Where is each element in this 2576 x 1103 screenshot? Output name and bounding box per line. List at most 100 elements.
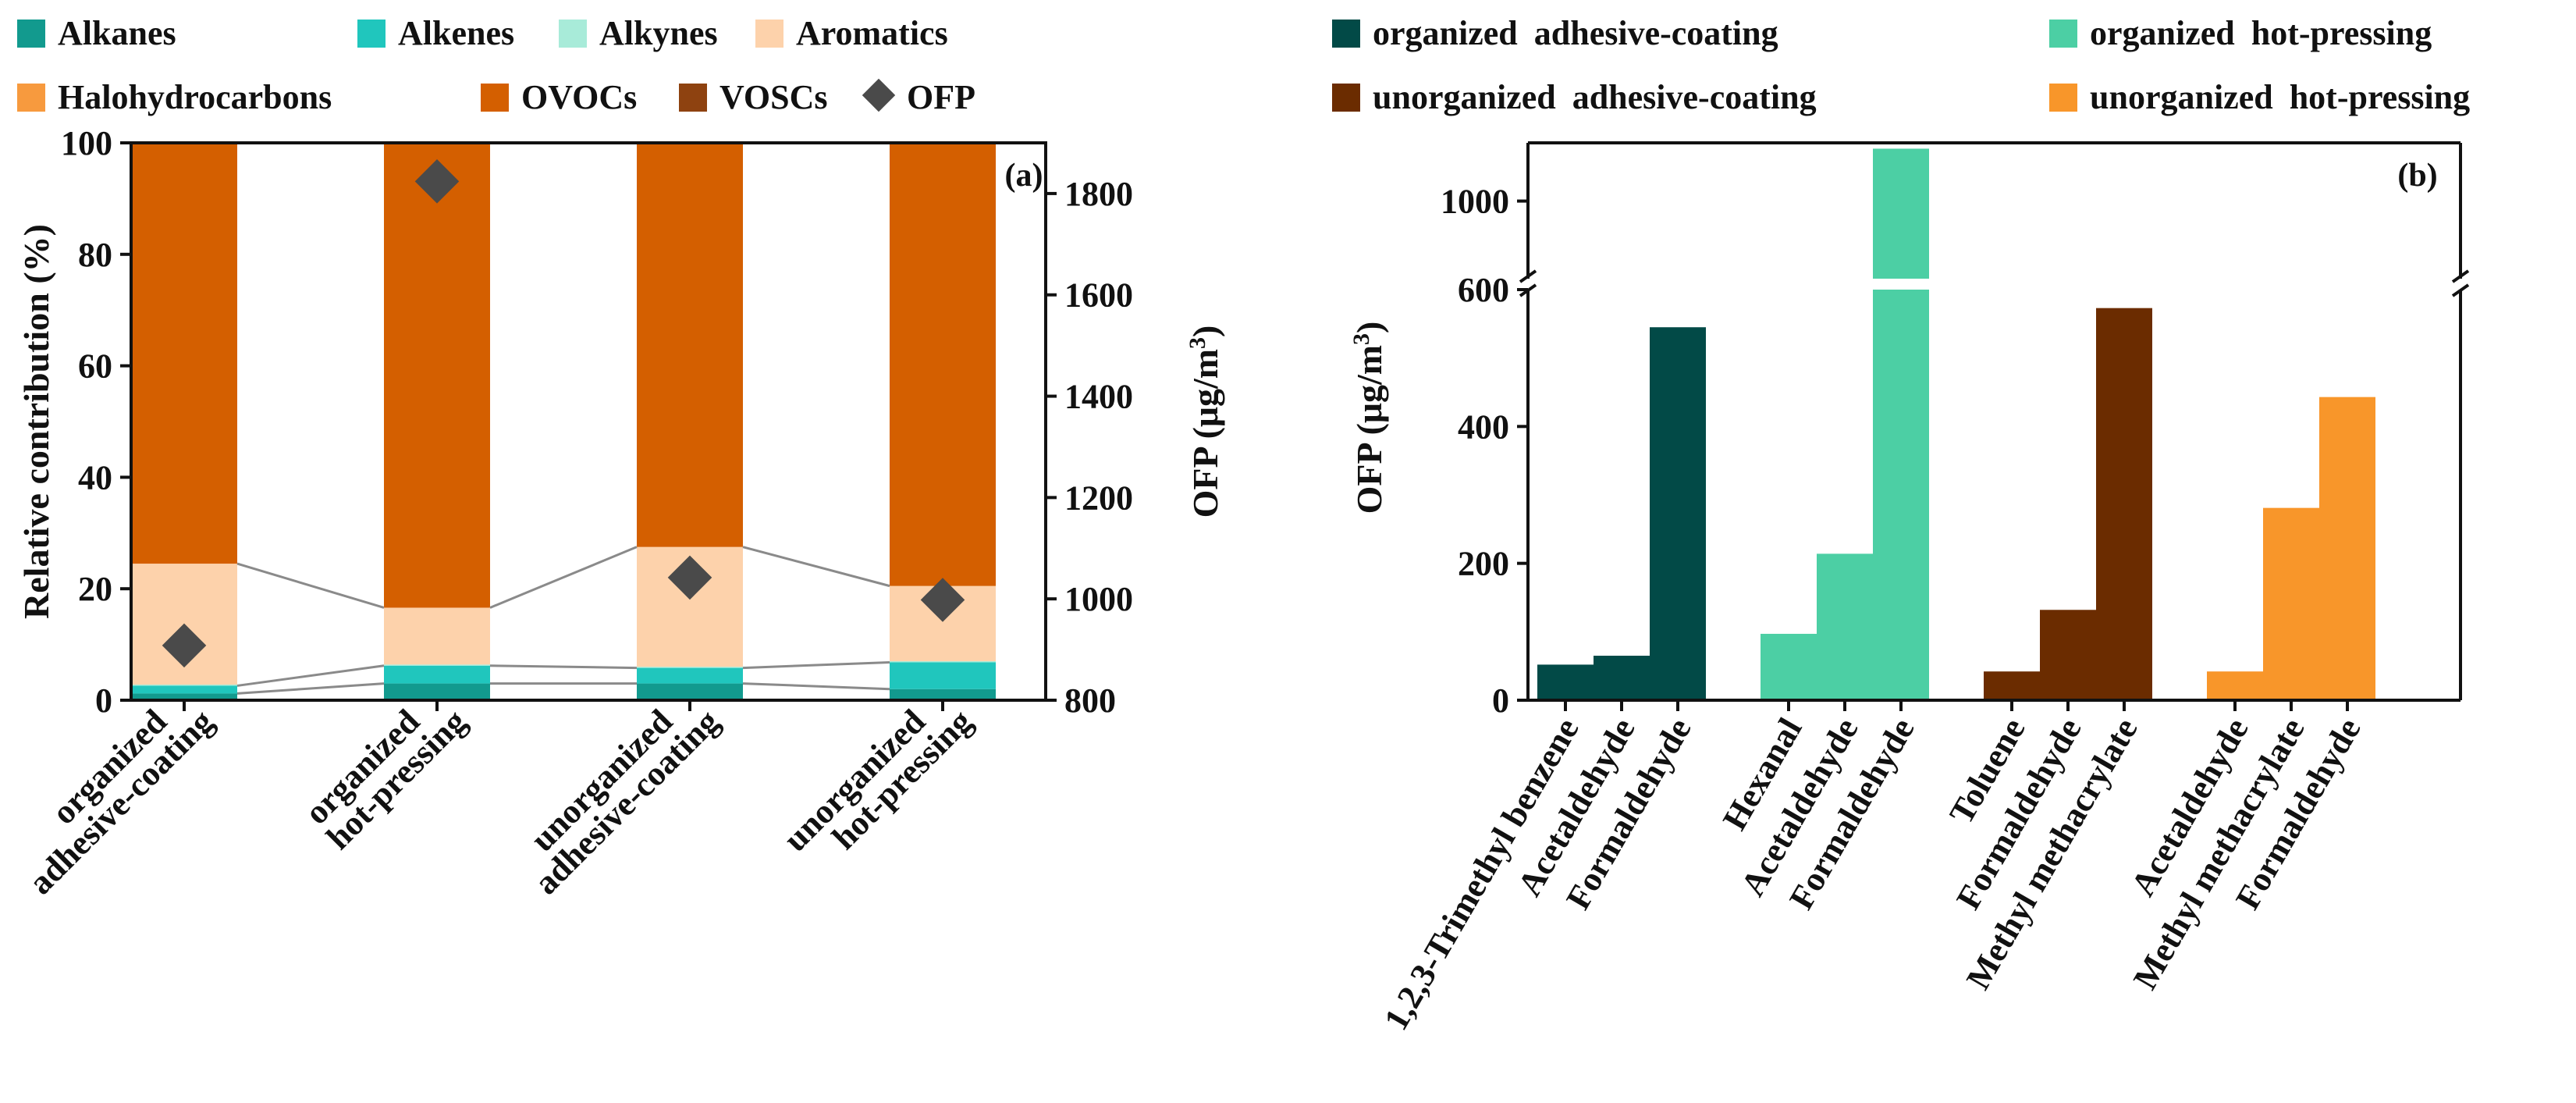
y2-tick-label-a-1600: 1600 xyxy=(1064,276,1133,315)
y2-tick-label-a-1200: 1200 xyxy=(1064,479,1133,517)
legend-swatch-ofp xyxy=(862,78,896,112)
y-axis-title-a: Relative contribution (%) xyxy=(16,224,56,619)
legend-swatch-aromatics xyxy=(755,20,783,48)
y2-tick-label-a-1400: 1400 xyxy=(1064,378,1133,416)
bar-alkanes-3 xyxy=(637,683,743,700)
panel-label-a: (a) xyxy=(1005,158,1043,194)
bar-alkanes-2 xyxy=(384,683,490,700)
ofp-marker-4 xyxy=(920,578,965,622)
y-tick-label-b-400: 400 xyxy=(1458,407,1509,446)
legend-swatch-alkenes xyxy=(357,20,386,48)
y-tick-label-a-40: 40 xyxy=(78,458,112,496)
axis-break-mark-1-a xyxy=(2451,269,2470,283)
legend-label-b-organized-adhesive-coating: organized adhesive-coating xyxy=(1373,14,1778,52)
legend-label-ovocs: OVOCs xyxy=(521,78,637,116)
bar-alkenes-4 xyxy=(890,662,996,689)
y-tick-label-a-80: 80 xyxy=(78,236,112,274)
bar-ovocs-3 xyxy=(637,143,743,547)
y-axis-b: 0 200 400 600 1000 xyxy=(1441,183,1528,720)
legend-label-b-unorganized-adhesive-coating: unorganized adhesive-coating xyxy=(1373,78,1817,116)
legend-label-halohydrocarbons: Halohydrocarbons xyxy=(58,78,332,116)
x-axis-b: 1,2,3-Trimethyl benzeneAcetaldehydeForma… xyxy=(1377,700,2368,1037)
bar-b-organized-adhesive-coating-formaldehyde xyxy=(1650,327,1706,700)
y-tick-label-b-0: 0 xyxy=(1492,681,1509,720)
plot-frame-a xyxy=(130,141,1047,702)
legend-swatch-b-unorganized-adhesive-coating xyxy=(1332,84,1360,112)
connector-alkenes-1 xyxy=(236,664,385,687)
bar-alkenes-1 xyxy=(131,685,237,694)
plot-frame-b xyxy=(1519,141,2470,702)
bar-b-unorganized-adhesive-coating-formaldehyde xyxy=(2040,610,2096,700)
connector-lines-a xyxy=(236,546,890,695)
panel-b: organized adhesive-coating organized hot-… xyxy=(1332,14,2470,1037)
ofp-markers xyxy=(162,159,965,668)
panel-label-b: (b) xyxy=(2397,158,2437,194)
bar-b-organized-hot-pressing-formaldehyde-lower xyxy=(1873,290,1929,700)
bar-alkenes-3 xyxy=(637,667,743,684)
bar-b-organized-adhesive-coating-1-2-3-trimethyl-benzene xyxy=(1537,664,1594,700)
bar-alkanes-1 xyxy=(131,693,237,700)
legend-swatch-b-organized-adhesive-coating xyxy=(1332,20,1360,48)
connector-aromatics-1 xyxy=(236,562,385,609)
bars-a xyxy=(131,143,996,700)
bar-b-unorganized-hot-pressing-formaldehyde xyxy=(2319,397,2375,700)
bar-aromatics-2 xyxy=(384,607,490,665)
legend-swatch-alkanes xyxy=(17,20,45,48)
connector-alkanes-1 xyxy=(236,682,385,695)
legend-label-alkenes: Alkenes xyxy=(398,14,514,52)
bar-b-unorganized-hot-pressing-acetaldehyde xyxy=(2207,671,2263,700)
legend-swatch-halohydrocarbons xyxy=(17,84,45,112)
connector-aromatics-2 xyxy=(489,546,638,609)
legend-label-b-unorganized-hot-pressing: unorganized hot-pressing xyxy=(2090,78,2470,116)
y-tick-label-a-100: 100 xyxy=(61,124,112,162)
legend-label-ofp: OFP xyxy=(907,78,975,116)
y-axis-right-a: 800 1000 1200 1400 1600 1800 xyxy=(1046,175,1133,720)
legend-label-voscs: VOSCs xyxy=(720,78,828,116)
y2-axis-title-a: OFP (μg/m3) xyxy=(1185,326,1226,518)
y2-tick-label-a-800: 800 xyxy=(1064,681,1116,720)
legend-label-alkynes: Alkynes xyxy=(599,14,718,52)
connector-alkenes-3 xyxy=(742,660,890,670)
bar-alkanes-4 xyxy=(890,688,996,700)
bar-b-organized-hot-pressing-acetaldehyde xyxy=(1817,553,1873,700)
bar-b-unorganized-hot-pressing-methyl-methacrylate xyxy=(2263,507,2319,700)
legend-label-alkanes: Alkanes xyxy=(58,14,176,52)
legend-swatch-voscs xyxy=(679,84,707,112)
connector-alkenes-2 xyxy=(489,664,638,670)
y-tick-label-a-20: 20 xyxy=(78,570,112,608)
ofp-marker-3 xyxy=(667,555,712,600)
axis-break-mark-0-a xyxy=(1519,269,1537,283)
bar-b-unorganized-adhesive-coating-methyl-methacrylate xyxy=(2096,308,2152,700)
connector-alkanes-3 xyxy=(742,682,890,691)
y2-tick-label-a-1800: 1800 xyxy=(1064,175,1133,213)
bar-ovocs-1 xyxy=(131,143,237,564)
bar-ovocs-4 xyxy=(890,143,996,586)
panel-a: Alkanes Alkenes Alkynes Aromatics Halohydroc… xyxy=(16,14,1225,902)
bar-b-organized-hot-pressing-formaldehyde-upper xyxy=(1873,148,1929,279)
legend-swatch-ovocs xyxy=(481,84,509,112)
bar-b-organized-adhesive-coating-acetaldehyde xyxy=(1594,656,1650,700)
bar-alkenes-2 xyxy=(384,665,490,684)
legend-label-aromatics: Aromatics xyxy=(796,14,948,52)
y-tick-label-b-1000: 1000 xyxy=(1441,183,1509,221)
bar-alkynes-2 xyxy=(384,664,490,666)
bar-b-unorganized-adhesive-coating-toluene xyxy=(1984,671,2040,700)
bar-b-organized-hot-pressing-hexanal xyxy=(1761,633,1817,700)
bar-alkynes-4 xyxy=(890,661,996,663)
connector-aromatics-3 xyxy=(742,546,890,588)
legend-swatch-b-unorganized-hot-pressing xyxy=(2049,84,2077,112)
y-tick-label-b-200: 200 xyxy=(1458,545,1509,583)
y-tick-label-a-0: 0 xyxy=(95,681,112,720)
legend-swatch-b-organized-hot-pressing xyxy=(2049,20,2077,48)
y2-tick-label-a-1000: 1000 xyxy=(1064,580,1133,618)
y-tick-label-b-600: 600 xyxy=(1458,271,1509,309)
legend-b: organized adhesive-coating organized hot-… xyxy=(1332,14,2470,116)
legend-swatch-alkynes xyxy=(559,20,587,48)
bar-ovocs-2 xyxy=(384,143,490,608)
bars-b xyxy=(1537,148,2375,700)
y-axis-left-a: 0 20 40 60 80 100 xyxy=(61,124,131,720)
axis-break-mark-1-b xyxy=(2451,283,2470,297)
y-axis-title-b: OFP (μg/m3) xyxy=(1348,322,1390,514)
